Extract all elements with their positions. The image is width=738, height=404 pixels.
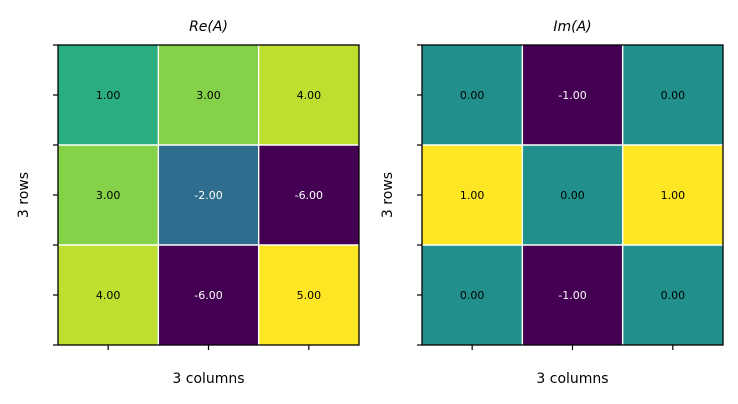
heatmap-cell	[522, 245, 623, 345]
heatmap-cell	[258, 145, 359, 245]
cell-value-label: 3.00	[96, 189, 121, 202]
heatmap-cell	[158, 245, 259, 345]
heatmap-cell	[58, 245, 159, 345]
y-axis-label: 3 rows	[16, 172, 32, 218]
cell-value-label: 0.00	[661, 89, 686, 102]
cell-value-label: 1.00	[460, 189, 485, 202]
cell-value-label: 1.00	[96, 89, 121, 102]
heatmap-cell	[422, 245, 523, 345]
heatmap-cell	[158, 45, 259, 145]
cell-value-label: -1.00	[558, 89, 586, 102]
heatmap-cell	[258, 45, 359, 145]
chart-title: Im(A)	[553, 19, 591, 35]
x-axis-label: 3 columns	[536, 371, 608, 387]
heatmap-cell	[258, 245, 359, 345]
cell-value-label: -1.00	[558, 289, 586, 302]
cell-value-label: 0.00	[560, 189, 585, 202]
heatmap-panel-2: 0.00 -1.00 0.00 1.00 0.00 1.00 0.00 -1.00 0.00 Im…	[380, 19, 724, 387]
heatmap-cell	[58, 145, 159, 245]
heatmap-cell	[522, 45, 623, 145]
heatmap-cell	[422, 45, 523, 145]
cell-value-label: 0.00	[460, 89, 485, 102]
cell-value-label: 4.00	[96, 289, 121, 302]
cell-value-label: 4.00	[297, 89, 322, 102]
heatmap-cell	[622, 145, 723, 245]
heatmap-cell	[58, 45, 159, 145]
cell-value-label: 5.00	[297, 289, 322, 302]
heatmap-cell	[422, 145, 523, 245]
heatmap-cell	[622, 45, 723, 145]
y-axis-label: 3 rows	[380, 172, 396, 218]
heatmap-cell	[622, 245, 723, 345]
cell-value-label: 0.00	[661, 289, 686, 302]
cell-value-label: 3.00	[196, 89, 221, 102]
cell-value-label: -6.00	[194, 289, 222, 302]
cell-value-label: 0.00	[460, 289, 485, 302]
heatmap-cell	[522, 145, 623, 245]
heatmap-panel-1: 1.00 3.00 4.00 3.00 -2.00 -6.00 4.00 -6.00 5.00 R…	[16, 19, 360, 387]
heatmap-cell	[158, 145, 259, 245]
chart-title: Re(A)	[189, 19, 228, 35]
cell-value-label: 1.00	[661, 189, 686, 202]
cell-value-label: -2.00	[194, 189, 222, 202]
cell-value-label: -6.00	[295, 189, 323, 202]
x-axis-label: 3 columns	[172, 371, 244, 387]
